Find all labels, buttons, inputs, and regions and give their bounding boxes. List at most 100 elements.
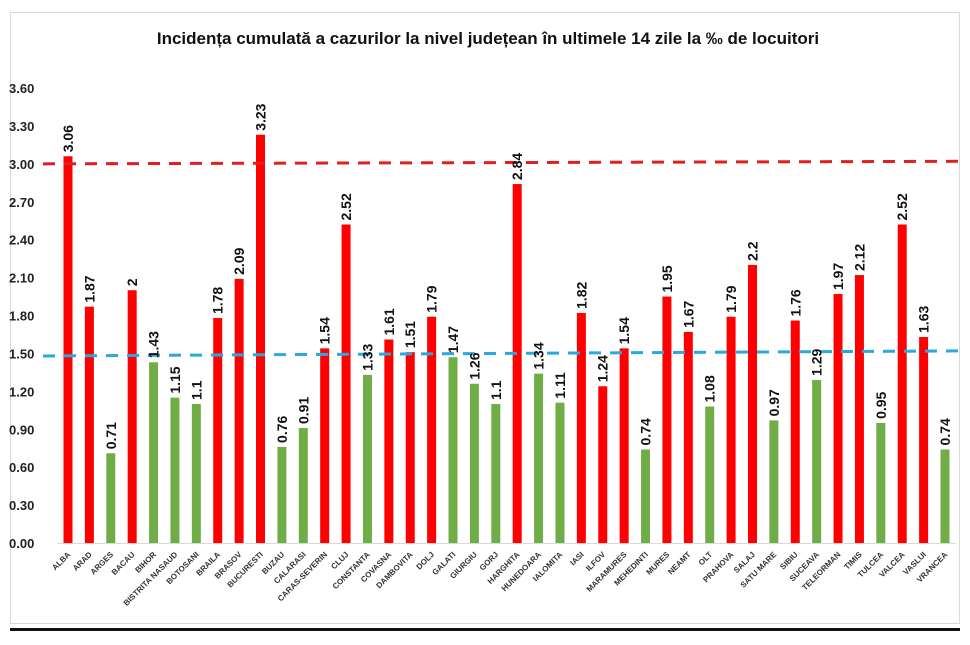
bar: [491, 403, 501, 543]
data-label: 1.33: [359, 343, 375, 370]
bar: [256, 134, 266, 543]
y-tick-label: 1.50: [9, 346, 34, 361]
x-tick-label: ALBA: [50, 550, 72, 572]
x-tick-label: BACAU: [110, 550, 137, 577]
bar: [705, 406, 715, 543]
data-label: 1.76: [787, 289, 803, 316]
data-label: 1.1: [188, 380, 204, 400]
data-label: 1.63: [916, 306, 932, 333]
bar: [619, 348, 629, 543]
bar: [747, 264, 757, 543]
data-label: 1.43: [146, 331, 162, 358]
bar: [833, 294, 843, 543]
y-tick-label: 2.40: [9, 233, 34, 248]
data-label: 1.11: [552, 372, 568, 399]
data-label: 1.29: [809, 348, 825, 375]
data-label: 1.24: [595, 355, 611, 382]
data-label: 1.47: [445, 326, 461, 353]
y-axis: 0.00 0.30 0.60 0.90 1.20 1.50 1.80 2.10 2.40 2.70…: [9, 81, 956, 551]
y-tick-label: 2.70: [9, 195, 34, 210]
x-tick-label: NEAMT: [666, 550, 693, 577]
x-tick-label: TELEORMAN: [800, 550, 842, 592]
data-label: 1.08: [702, 375, 718, 402]
data-label: 0.71: [103, 422, 119, 449]
data-label: 1.82: [573, 282, 589, 309]
data-label: 2.52: [338, 193, 354, 220]
bar: [341, 224, 351, 543]
data-label: 1.87: [81, 275, 97, 302]
data-label: 0.97: [766, 389, 782, 416]
bar: [84, 306, 94, 543]
data-label: 1.95: [659, 265, 675, 292]
y-tick-label: 0.00: [9, 536, 34, 551]
data-label: 1.79: [424, 285, 440, 312]
bars: [63, 134, 950, 544]
data-label: 1.67: [680, 300, 696, 327]
bar: [127, 290, 137, 543]
data-label: 1.61: [381, 308, 397, 335]
bar: [234, 278, 244, 543]
bar: [919, 336, 929, 543]
bar: [769, 420, 779, 543]
y-tick-label: 0.30: [9, 498, 34, 513]
bar: [534, 373, 544, 543]
bar: [726, 316, 736, 543]
data-label: 0.95: [873, 391, 889, 418]
y-tick-label: 3.30: [9, 119, 34, 134]
bar: [662, 296, 672, 543]
y-tick-label: 0.90: [9, 422, 34, 437]
bar: [683, 331, 693, 543]
x-tick-label: IASI: [568, 550, 585, 567]
data-label: 0.74: [638, 418, 654, 445]
chart-title: Incidența cumulată a cazurilor la nivel …: [157, 29, 819, 48]
data-label: 2.09: [231, 247, 247, 274]
data-label: 2.12: [851, 244, 867, 271]
data-label: 0.76: [274, 415, 290, 442]
bar: [448, 357, 458, 543]
bar: [427, 316, 437, 543]
data-label: 2.84: [509, 153, 525, 180]
bar: [940, 449, 950, 543]
bar: [555, 402, 565, 543]
bar: [362, 374, 372, 543]
data-labels: 3.06 1.87 0.71 2 1.43 1.15 1.1 1.78 2.09 3.23 0.76…: [60, 103, 953, 449]
y-tick-label: 1.80: [9, 309, 34, 324]
y-tick-label: 3.00: [9, 157, 34, 172]
data-label: 1.79: [723, 285, 739, 312]
bar: [63, 156, 73, 543]
data-label: 3.06: [60, 125, 76, 152]
bar: [641, 449, 651, 543]
bar: [191, 403, 201, 543]
bar: [854, 275, 864, 543]
y-tick-label: 1.20: [9, 384, 34, 399]
bar: [812, 379, 822, 543]
bottom-rule: [10, 628, 960, 631]
data-label: 1.97: [830, 263, 846, 290]
x-tick-label: OLT: [697, 550, 714, 567]
red-threshold-line: [42, 159, 961, 166]
bar: [512, 184, 522, 544]
data-label: 2.52: [894, 193, 910, 220]
bar: [876, 422, 886, 543]
reference-lines: [42, 159, 961, 358]
bar: [277, 446, 287, 543]
blue-threshold-line: [42, 349, 961, 358]
data-label: 3.23: [253, 103, 269, 130]
bar: [384, 339, 394, 543]
bar: [170, 397, 180, 543]
bar: [790, 320, 800, 543]
data-label: 1.1: [488, 380, 504, 400]
bar: [598, 386, 608, 543]
data-label: 0.74: [937, 418, 953, 445]
bar: [469, 383, 479, 543]
data-label: 1.15: [167, 366, 183, 393]
data-label: 1.26: [466, 352, 482, 379]
bar: [320, 348, 330, 543]
y-tick-label: 3.60: [9, 81, 34, 96]
chart-frame: [10, 12, 960, 624]
bar: [213, 318, 223, 543]
y-tick-label: 0.60: [9, 460, 34, 475]
bar: [298, 427, 308, 543]
